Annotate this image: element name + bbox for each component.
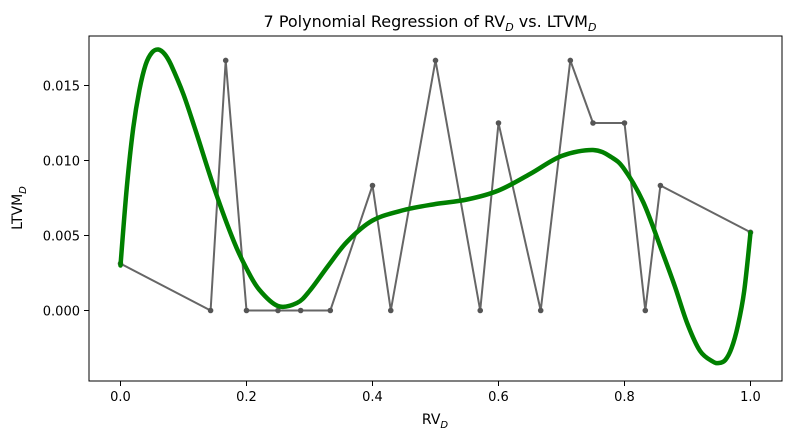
observed-point [495, 120, 502, 126]
plot-area [117, 47, 754, 366]
y-label-sub: D [18, 186, 29, 194]
y-axis-label: LTVMD [10, 186, 29, 230]
title-sub2: D [588, 21, 596, 34]
observed-point [657, 182, 664, 189]
x-tick-label: 1.0 [740, 390, 761, 405]
title-sub1: D [505, 21, 513, 34]
x-label-main: RV [422, 412, 441, 428]
x-label-sub: D [440, 420, 448, 431]
chart-title: 7 Polynomial Regression of RVD vs. LTVMD [264, 12, 597, 34]
y-tick-label: 0.010 [43, 155, 80, 170]
x-tick-label: 0.2 [236, 390, 257, 405]
observed-point [275, 307, 281, 314]
observed-point [590, 120, 596, 126]
title-prefix: 7 Polynomial Regression of RV [264, 12, 506, 31]
y-tick-label: 0.015 [43, 80, 80, 95]
y-tick-label: 0.005 [43, 230, 80, 245]
observed-point [621, 120, 628, 126]
x-axis-label: RVD [422, 412, 449, 431]
observed-point [369, 182, 376, 189]
observed-point [387, 307, 394, 314]
observed-point [432, 57, 439, 64]
polynomial-fit-line [118, 47, 753, 366]
observed-point [297, 307, 304, 314]
observed-point [537, 307, 544, 314]
plot-frame [88, 35, 783, 382]
observed-point [222, 57, 229, 64]
x-tick-label: 0.0 [110, 390, 131, 405]
axis-ticks: 0.0 0.2 0.4 0.6 0.8 1.0 0.000 0.005 0.010 0.015 [43, 80, 761, 406]
x-tick-label: 0.8 [614, 390, 635, 405]
y-label-main: LTVM [10, 194, 26, 230]
observed-point [567, 57, 574, 64]
observed-point [243, 307, 250, 314]
observed-point [642, 307, 649, 314]
y-tick-label: 0.000 [43, 305, 80, 320]
observed-point [327, 307, 334, 314]
title-mid: vs. LTVM [514, 12, 588, 31]
x-tick-label: 0.4 [362, 390, 383, 405]
x-tick-label: 0.6 [488, 390, 509, 405]
observed-point [477, 307, 484, 314]
observed-point [207, 307, 214, 314]
